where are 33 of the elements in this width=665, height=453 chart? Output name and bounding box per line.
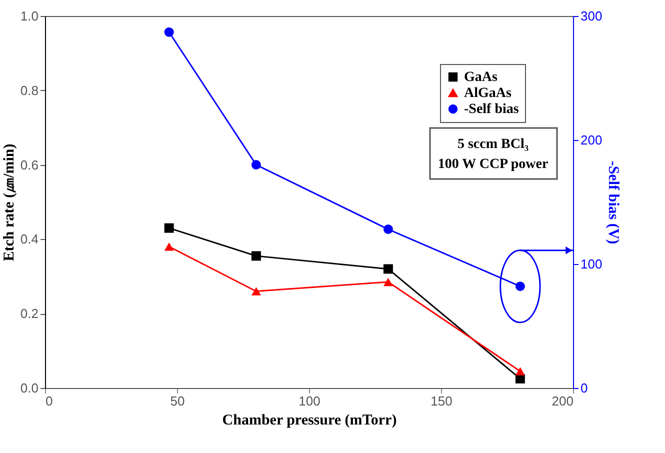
point bbox=[515, 282, 525, 292]
x-tick-label: 0 bbox=[46, 394, 53, 408]
y2-axis-title: -Self bias (V) bbox=[605, 160, 622, 244]
point bbox=[251, 251, 261, 261]
y2-tick-label: 100 bbox=[580, 256, 602, 272]
y-tick-label: 1.0 bbox=[20, 8, 38, 24]
x-tick-label: 150 bbox=[430, 394, 452, 408]
y-tick-label: 0.6 bbox=[20, 157, 38, 172]
point bbox=[164, 27, 174, 37]
annotation: 5 sccm BCl₃ 100 W CCP power bbox=[438, 137, 548, 172]
point bbox=[251, 287, 261, 296]
point bbox=[515, 367, 525, 376]
y2-tick-label: 200 bbox=[580, 132, 602, 148]
point bbox=[164, 242, 174, 251]
point bbox=[251, 160, 261, 170]
legend-label: -Self bias bbox=[464, 102, 520, 117]
x-axis-title: Chamber pressure (mTorr) bbox=[222, 412, 397, 428]
legend-label: AlGaAs bbox=[464, 86, 512, 101]
point bbox=[164, 223, 174, 233]
point bbox=[383, 278, 393, 286]
x-tick-label: 200 bbox=[552, 394, 574, 408]
y-tick-label: 0.0 bbox=[20, 380, 38, 396]
y-axis-title: Etch rate (㎛/min) bbox=[1, 144, 18, 262]
y2-tick-label: 0 bbox=[580, 380, 588, 396]
y2-tick-label: 300 bbox=[580, 8, 602, 24]
x-tick-label: 100 bbox=[298, 394, 320, 408]
x-tick-label: 50 bbox=[170, 394, 185, 408]
point bbox=[383, 264, 393, 274]
legend-label: GaAs bbox=[464, 70, 498, 85]
y-tick-label: 0.2 bbox=[20, 306, 38, 322]
y-tick-label: 0.4 bbox=[20, 232, 38, 247]
point bbox=[383, 224, 393, 234]
y-tick-label: 0.8 bbox=[20, 82, 38, 98]
